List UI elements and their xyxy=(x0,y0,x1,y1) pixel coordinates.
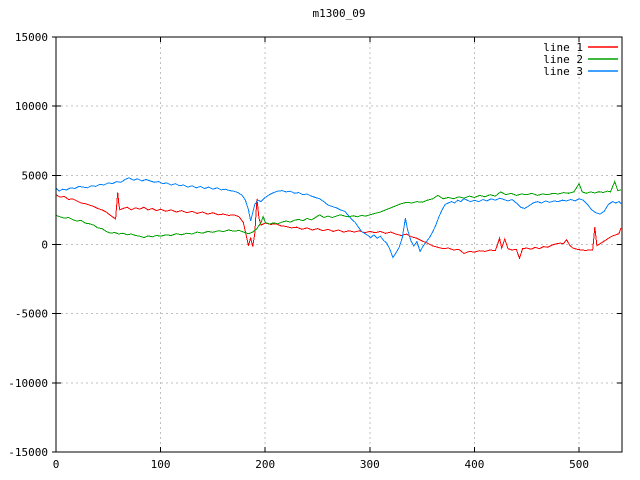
legend-entry-3: line 3 xyxy=(543,65,618,78)
x-tick-label-200: 200 xyxy=(255,458,275,471)
grid-lines xyxy=(56,37,622,452)
series-line-3 xyxy=(55,177,622,259)
legend-label-2: line 2 xyxy=(543,53,583,66)
legend-label-1: line 1 xyxy=(543,41,583,54)
x-tick-label-300: 300 xyxy=(360,458,380,471)
data-series xyxy=(55,177,622,260)
y-tick-label-5000: 5000 xyxy=(22,169,49,182)
y-tick-label--15000: -15000 xyxy=(8,446,48,459)
legend-entry-2: line 2 xyxy=(543,53,618,66)
axis-labels: 0 100 200 300 400 500 -15000 -10000 -5000 0 5000 10… xyxy=(8,31,589,471)
y-tick-label-15000: 15000 xyxy=(15,31,48,44)
legend-entry-1: line 1 xyxy=(543,41,618,54)
x-tick-label-100: 100 xyxy=(151,458,171,471)
x-tick-label-0: 0 xyxy=(53,458,60,471)
series-line-1 xyxy=(55,192,622,260)
y-tick-label-10000: 10000 xyxy=(15,100,48,113)
x-tick-label-400: 400 xyxy=(465,458,485,471)
y-tick-label-0: 0 xyxy=(41,239,48,252)
legend-label-3: line 3 xyxy=(543,65,583,78)
axis-ticks xyxy=(52,36,622,453)
chart-title: m1300_09 xyxy=(313,7,366,20)
y-tick-label--10000: -10000 xyxy=(8,377,48,390)
y-tick-label--5000: -5000 xyxy=(15,308,48,321)
series-line-2 xyxy=(55,180,622,239)
x-tick-label-500: 500 xyxy=(569,458,589,471)
